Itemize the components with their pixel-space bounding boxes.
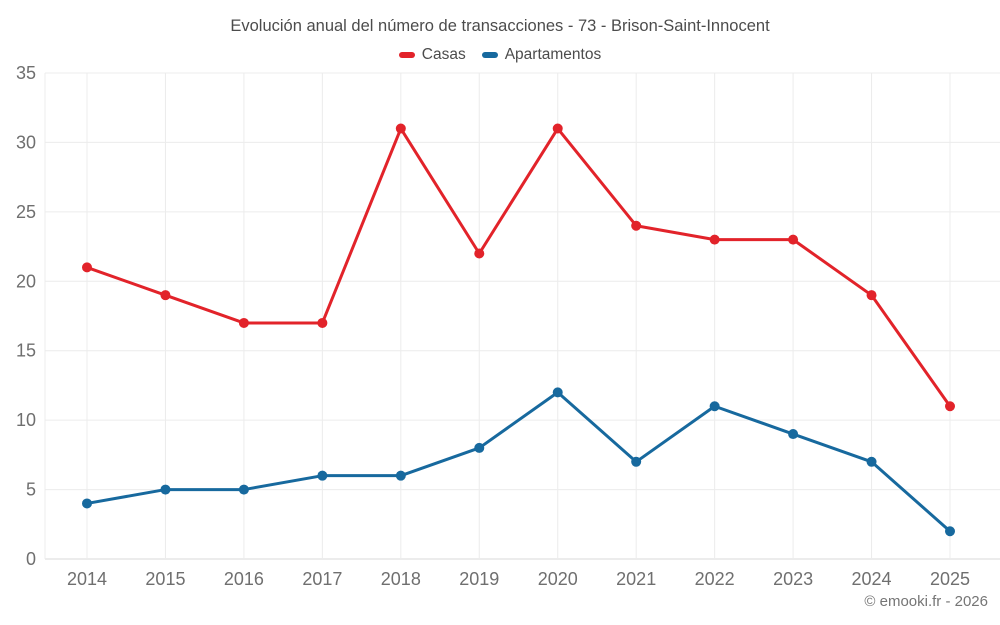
- data-point-casas-2023[interactable]: [788, 234, 799, 245]
- y-axis-tick-label: 0: [26, 549, 36, 569]
- x-axis-tick-label: 2024: [852, 569, 892, 589]
- data-point-apartamentos-2022[interactable]: [709, 401, 720, 412]
- y-axis-tick-label: 25: [16, 202, 36, 222]
- data-point-apartamentos-2020[interactable]: [552, 387, 563, 398]
- data-point-apartamentos-2014[interactable]: [82, 498, 92, 509]
- y-axis-tick-label: 30: [16, 132, 36, 152]
- data-point-apartamentos-2024[interactable]: [866, 456, 877, 467]
- series-line-casas: [85, 127, 952, 408]
- data-point-casas-2019[interactable]: [474, 248, 485, 259]
- legend-item-apartamentos[interactable]: Apartamentos: [481, 46, 602, 64]
- data-point-apartamentos-2017[interactable]: [317, 470, 328, 481]
- data-point-apartamentos-2019[interactable]: [474, 442, 485, 453]
- data-point-casas-2024[interactable]: [866, 290, 877, 301]
- chart-legend: Casas Apartamentos: [0, 46, 1000, 64]
- x-axis-tick-label: 2023: [773, 569, 813, 589]
- x-axis-tick-label: 2022: [695, 569, 735, 589]
- data-point-casas-2022[interactable]: [709, 234, 720, 245]
- data-point-apartamentos-2016[interactable]: [238, 484, 249, 495]
- x-axis-tick-label: 2019: [459, 569, 499, 589]
- data-point-apartamentos-2021[interactable]: [631, 456, 642, 467]
- y-axis-tick-label: 10: [16, 410, 36, 430]
- legend-label-apartamentos: Apartamentos: [504, 46, 602, 63]
- data-point-apartamentos-2025[interactable]: [945, 526, 955, 537]
- data-point-casas-2015[interactable]: [160, 290, 171, 301]
- y-axis-tick-label: 35: [16, 63, 36, 83]
- chart-title: Evolución anual del número de transaccio…: [230, 17, 770, 35]
- data-point-casas-2025[interactable]: [945, 401, 955, 412]
- legend-label-casas: Casas: [421, 46, 466, 63]
- data-point-casas-2018[interactable]: [395, 123, 406, 134]
- data-point-casas-2014[interactable]: [82, 262, 92, 273]
- x-axis-tick-label: 2018: [381, 569, 421, 589]
- data-point-apartamentos-2018[interactable]: [395, 470, 406, 481]
- data-point-casas-2021[interactable]: [631, 220, 642, 231]
- copyright-text: © emooki.fr - 2026: [864, 593, 988, 610]
- apartamentos-series-swatch: [481, 52, 498, 58]
- series-line-apartamentos: [85, 390, 952, 533]
- x-axis-tick-label: 2025: [930, 569, 970, 589]
- x-axis-tick-label: 2021: [616, 569, 656, 589]
- x-axis-tick-label: 2020: [538, 569, 578, 589]
- y-axis-tick-label: 15: [16, 341, 36, 361]
- data-point-apartamentos-2015[interactable]: [160, 484, 171, 495]
- x-axis-tick-label: 2014: [67, 569, 107, 589]
- y-axis-tick-label: 5: [26, 480, 36, 500]
- y-axis-tick-label: 20: [16, 271, 36, 291]
- x-axis-tick-label: 2016: [224, 569, 264, 589]
- legend-item-casas[interactable]: Casas: [398, 46, 466, 64]
- data-point-casas-2016[interactable]: [238, 317, 249, 328]
- x-axis-tick-label: 2017: [302, 569, 342, 589]
- data-point-casas-2017[interactable]: [317, 317, 328, 328]
- casas-series-swatch: [398, 52, 415, 58]
- data-point-apartamentos-2023[interactable]: [788, 429, 799, 440]
- data-point-casas-2020[interactable]: [552, 123, 563, 134]
- x-axis-tick-label: 2015: [145, 569, 185, 589]
